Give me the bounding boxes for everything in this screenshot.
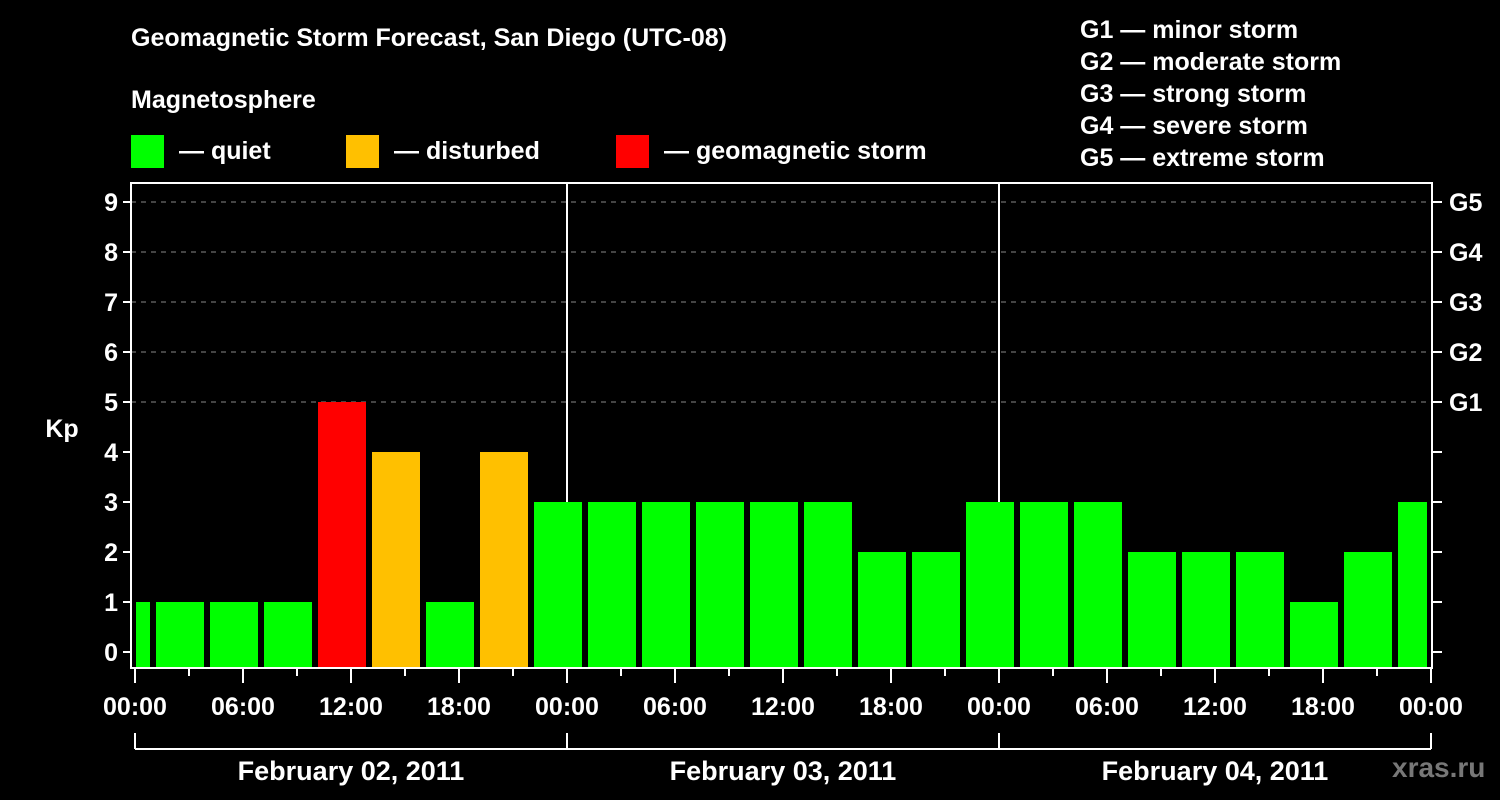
legend-label-storm: — geomagnetic storm (664, 136, 927, 165)
bar-quiet (1182, 552, 1230, 667)
x-tick-label: 00:00 (1399, 693, 1463, 721)
watermark: xras.ru (1392, 752, 1486, 783)
bar-quiet (1290, 602, 1338, 667)
x-tick-label: 00:00 (967, 693, 1031, 721)
x-tick-label: 00:00 (535, 693, 599, 721)
y-tick-label: 8 (104, 239, 118, 267)
bar-storm (318, 402, 366, 667)
bar-quiet (1236, 552, 1284, 667)
plot-frame (130, 182, 1433, 669)
x-tick-label: 18:00 (427, 693, 491, 721)
g-scale-g4: G4 — severe storm (1080, 112, 1308, 140)
x-tick-label: 12:00 (319, 693, 383, 721)
y-tick-label: 1 (104, 589, 118, 617)
date-label: February 02, 2011 (238, 756, 465, 786)
bar-quiet (750, 502, 798, 667)
bar-quiet (912, 552, 960, 667)
x-tick-label: 06:00 (211, 693, 275, 721)
y-tick-label: 7 (104, 289, 118, 317)
bar-quiet (642, 502, 690, 667)
date-label: February 04, 2011 (1102, 756, 1329, 786)
bar-quiet (156, 602, 204, 667)
g-tick-label: G3 (1449, 289, 1482, 317)
bar-quiet (264, 602, 312, 667)
chart-title: Geomagnetic Storm Forecast, San Diego (U… (131, 24, 727, 52)
x-tick-label: 06:00 (1075, 693, 1139, 721)
bar-quiet (696, 502, 744, 667)
g-tick-label: G4 (1449, 239, 1482, 267)
x-tick-label: 12:00 (1183, 693, 1247, 721)
x-tick-label: 18:00 (859, 693, 923, 721)
date-label: February 03, 2011 (670, 756, 897, 786)
bar-quiet (1128, 552, 1176, 667)
bar-quiet (534, 502, 582, 667)
y-tick-label: 5 (104, 389, 118, 417)
g-axis: G1 G2 G3 G4 G5 (1432, 189, 1482, 653)
legend-label-quiet: — quiet (179, 136, 271, 165)
x-tick-label: 06:00 (643, 693, 707, 721)
g-tick-label: G5 (1449, 189, 1482, 217)
y-tick-label: 2 (104, 539, 118, 567)
legend-swatch-disturbed (346, 134, 379, 168)
bar-quiet (1398, 502, 1427, 667)
bar-quiet (210, 602, 258, 667)
g-scale-g1: G1 — minor storm (1080, 16, 1299, 44)
x-tick-label: 18:00 (1291, 693, 1355, 721)
legend-disturbed: — disturbed (346, 134, 540, 168)
plot-border (130, 182, 1433, 669)
bar-disturbed (480, 452, 528, 667)
legend-swatch-storm (616, 134, 649, 168)
y-tick-label: 3 (104, 489, 118, 517)
legend-storm: — geomagnetic storm (616, 134, 927, 168)
legend-label-disturbed: — disturbed (394, 136, 540, 165)
y-tick-label: 6 (104, 339, 118, 367)
g-scale-g3: G3 — strong storm (1080, 80, 1307, 108)
y-axis-label: Kp (45, 415, 78, 443)
bar-quiet (966, 502, 1014, 667)
y-axis: 0 1 2 3 4 5 6 7 8 9 (104, 189, 131, 667)
g-scale-g2: G2 — moderate storm (1080, 48, 1342, 76)
g-scale-legend: G1 — minor storm G2 — moderate storm G3 … (1080, 14, 1341, 174)
g-tick-label: G2 (1449, 339, 1482, 367)
bar-quiet (1020, 502, 1068, 667)
bars (136, 402, 1427, 667)
x-tick-label: 00:00 (103, 693, 167, 721)
bar-quiet (804, 502, 852, 667)
bar-quiet (426, 602, 474, 667)
g-tick-label: G1 (1449, 389, 1482, 417)
y-tick-label: 0 (104, 639, 118, 667)
y-tick-label: 4 (104, 439, 118, 467)
y-tick-label: 9 (104, 189, 118, 217)
bar-quiet (588, 502, 636, 667)
legend-swatch-quiet (131, 134, 164, 168)
x-axis: 00:00 06:00 12:00 18:00 00:00 06:00 12:00 18:00… (103, 668, 1463, 786)
bar-quiet (1344, 552, 1392, 667)
bar-quiet (136, 602, 150, 667)
g-scale-g5: G5 — extreme storm (1080, 144, 1325, 172)
bar-quiet (858, 552, 906, 667)
bar-disturbed (372, 452, 420, 667)
bar-quiet (1074, 502, 1122, 667)
chart-subtitle: Magnetosphere (131, 86, 316, 114)
legend-quiet: — quiet (131, 134, 271, 168)
x-tick-label: 12:00 (751, 693, 815, 721)
